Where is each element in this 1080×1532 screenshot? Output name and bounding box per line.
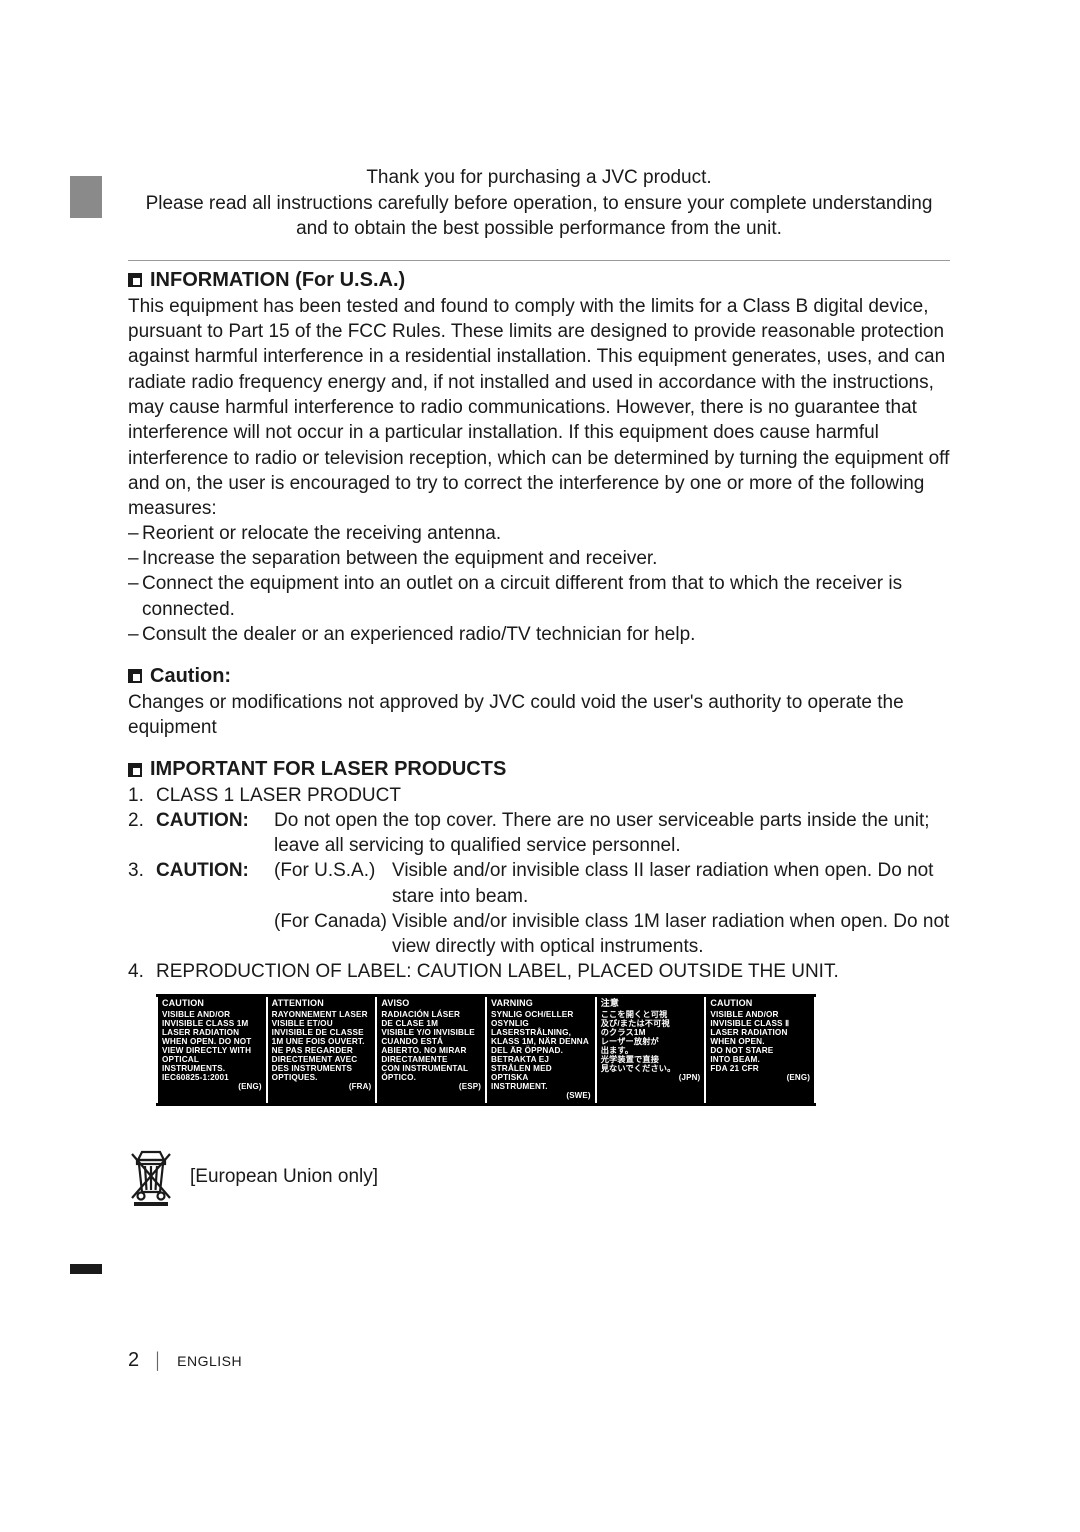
label-body: VISIBLE AND/OR INVISIBLE CLASS Ⅱ LASER R… (710, 1010, 810, 1073)
bullet-item: –Increase the separation between the equ… (128, 546, 950, 571)
laser-title: IMPORTANT FOR LASER PRODUCTS (150, 758, 506, 781)
laser-item-1-text: CLASS 1 LASER PRODUCT (156, 783, 950, 808)
page-body: Thank you for purchasing a JVC product. … (0, 0, 1080, 1206)
laser-i3-usa-tag: (For U.S.A.) (274, 858, 392, 908)
laser-heading: IMPORTANT FOR LASER PRODUCTS (128, 758, 950, 781)
page-number: 2 (128, 1349, 139, 1372)
bullet-text: Consult the dealer or an experienced rad… (142, 622, 950, 647)
label-lang: (ESP) (381, 1083, 481, 1092)
label-body: VISIBLE AND/OR INVISIBLE CLASS 1M LASER … (162, 1010, 262, 1082)
label-head: ATTENTION (272, 999, 372, 1009)
label-col: CAUTION VISIBLE AND/OR INVISIBLE CLASS Ⅱ… (706, 997, 816, 1103)
laser-item-1: 1. CLASS 1 LASER PRODUCT (128, 783, 950, 808)
laser-item-2: 2. CAUTION: Do not open the top cover. T… (128, 808, 950, 858)
laser-i3-can-body: Visible and/or invisible class 1M laser … (392, 909, 950, 959)
intro-line1: Thank you for purchasing a JVC product. (128, 165, 950, 191)
bullet-text: Connect the equipment into an outlet on … (142, 571, 950, 621)
laser-item-3: 3. CAUTION: (For U.S.A.) Visible and/or … (128, 858, 950, 958)
info-body: This equipment has been tested and found… (128, 294, 950, 521)
bullet-item: –Connect the equipment into an outlet on… (128, 571, 950, 621)
label-head: AVISO (381, 999, 481, 1009)
eu-note-text: [European Union only] (190, 1166, 378, 1188)
label-lang: (ENG) (710, 1074, 810, 1083)
divider (128, 260, 950, 261)
label-col: 注意 ここを開くと可視 及び/または不可視 のクラス1M レーザー放射が 出ます… (597, 997, 707, 1103)
label-col: VARNING SYNLIG OCH/ELLER OSYNLIG LASERST… (487, 997, 597, 1103)
info-bullets: –Reorient or relocate the receiving ante… (128, 521, 950, 646)
page-footer: 2 │ ENGLISH (128, 1349, 242, 1372)
margin-footer-bar (70, 1264, 102, 1274)
footer-lang: ENGLISH (177, 1353, 242, 1369)
label-body: RAYONNEMENT LASER VISIBLE ET/OU INVISIBL… (272, 1010, 372, 1082)
intro-block: Thank you for purchasing a JVC product. … (128, 165, 950, 242)
eu-note-row: [European Union only] (128, 1148, 950, 1206)
label-lang: (FRA) (272, 1083, 372, 1092)
label-col: AVISO RADIACIÓN LÁSER DE CLASE 1M VISIBL… (377, 997, 487, 1103)
margin-tab (70, 176, 102, 218)
label-head: CAUTION (710, 999, 810, 1009)
label-body: RADIACIÓN LÁSER DE CLASE 1M VISIBLE Y/O … (381, 1010, 481, 1082)
bullet-item: –Reorient or relocate the receiving ante… (128, 521, 950, 546)
laser-i3-label: CAUTION: (156, 858, 274, 908)
caution-heading: Caution: (128, 665, 950, 688)
laser-item-4-text: REPRODUCTION OF LABEL: CAUTION LABEL, PL… (156, 959, 950, 984)
intro-line2: Please read all instructions carefully b… (128, 191, 950, 242)
label-col: CAUTION VISIBLE AND/OR INVISIBLE CLASS 1… (156, 997, 268, 1103)
laser-i3-can-tag: (For Canada) (274, 909, 392, 959)
caution-label-strip: CAUTION VISIBLE AND/OR INVISIBLE CLASS 1… (156, 994, 816, 1106)
bullet-text: Increase the separation between the equi… (142, 546, 950, 571)
weee-bin-icon (128, 1148, 174, 1206)
label-col: ATTENTION RAYONNEMENT LASER VISIBLE ET/O… (268, 997, 378, 1103)
footer-separator: │ (153, 1353, 163, 1371)
label-head: VARNING (491, 999, 591, 1009)
label-body: ここを開くと可視 及び/または不可視 のクラス1M レーザー放射が 出ます。 光… (601, 1010, 701, 1073)
info-heading: INFORMATION (For U.S.A.) (128, 269, 950, 292)
info-title: INFORMATION (For U.S.A.) (150, 269, 405, 292)
section-box-icon (128, 669, 142, 683)
laser-i2-label: CAUTION: (156, 808, 274, 858)
label-head: 注意 (601, 999, 701, 1009)
caution-body: Changes or modifications not approved by… (128, 690, 950, 741)
label-lang: (JPN) (601, 1074, 701, 1083)
label-body: SYNLIG OCH/ELLER OSYNLIG LASERSTRÅLNING,… (491, 1010, 591, 1091)
laser-i3-usa-body: Visible and/or invisible class II laser … (392, 858, 950, 908)
laser-i2-body: Do not open the top cover. There are no … (274, 808, 950, 858)
laser-item-4: 4. REPRODUCTION OF LABEL: CAUTION LABEL,… (128, 959, 950, 984)
label-head: CAUTION (162, 999, 262, 1009)
label-lang: (ENG) (162, 1083, 262, 1092)
bullet-item: –Consult the dealer or an experienced ra… (128, 622, 950, 647)
caution-title: Caution: (150, 665, 231, 688)
laser-list: 1. CLASS 1 LASER PRODUCT 2. CAUTION: Do … (128, 783, 950, 984)
section-box-icon (128, 763, 142, 777)
label-lang: (SWE) (491, 1092, 591, 1101)
bullet-text: Reorient or relocate the receiving anten… (142, 521, 950, 546)
section-box-icon (128, 273, 142, 287)
